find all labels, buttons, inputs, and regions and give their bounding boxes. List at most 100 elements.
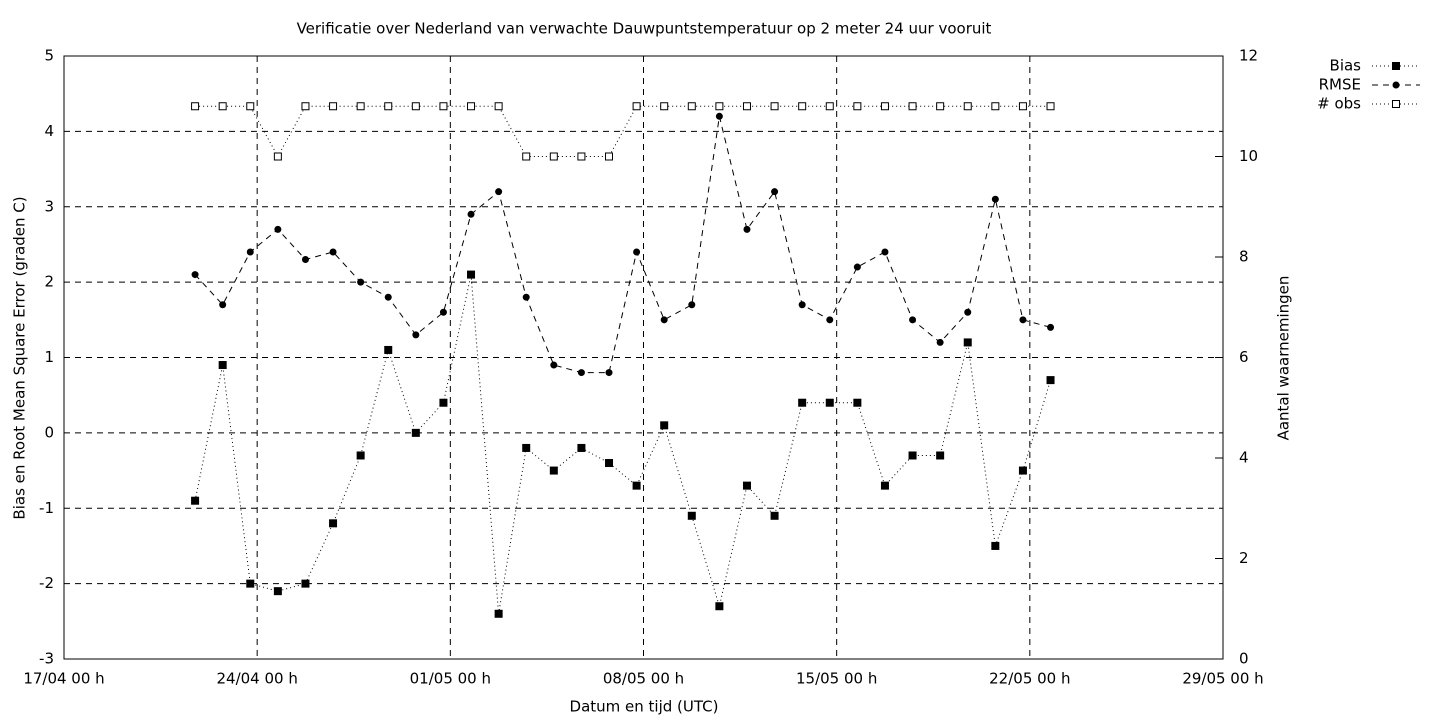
marker — [798, 102, 807, 111]
series-line — [194, 116, 1051, 374]
marker — [467, 102, 476, 111]
marker — [218, 102, 227, 111]
y-tick-label: -3 — [39, 650, 54, 668]
marker — [687, 511, 696, 520]
marker — [991, 102, 1000, 111]
y-tick-label: 3 — [44, 197, 54, 215]
marker — [660, 316, 668, 324]
chart-title: Verificatie over Nederland van verwachte… — [297, 20, 992, 38]
marker — [770, 511, 779, 520]
marker — [908, 451, 917, 460]
marker — [605, 459, 614, 468]
marker — [384, 345, 393, 354]
marker — [742, 481, 751, 490]
marker — [908, 102, 917, 111]
marker — [991, 195, 999, 203]
marker — [329, 102, 338, 111]
marker — [356, 102, 365, 111]
marker — [357, 278, 365, 286]
x-tick-label: 29/05 00 h — [1182, 670, 1263, 688]
marker — [798, 398, 807, 407]
marker — [936, 338, 944, 346]
x-tick-label: 08/05 00 h — [603, 670, 684, 688]
marker — [660, 102, 669, 111]
y-tick-label: 4 — [44, 122, 54, 140]
marker — [411, 102, 420, 111]
marker — [936, 102, 945, 111]
marker — [191, 496, 200, 505]
marker — [549, 152, 558, 161]
legend-marker — [1392, 81, 1400, 89]
marker — [191, 271, 199, 279]
y2-tick-label: 0 — [1239, 650, 1249, 668]
y2-tick-label: 6 — [1239, 348, 1249, 366]
marker — [218, 361, 227, 370]
marker — [936, 451, 945, 460]
marker — [1018, 102, 1027, 111]
y-tick-label: 1 — [44, 348, 54, 366]
marker — [522, 293, 530, 301]
marker — [577, 443, 586, 452]
marker — [964, 308, 972, 316]
marker — [771, 188, 779, 196]
marker — [384, 293, 392, 301]
marker — [467, 210, 475, 218]
marker — [715, 112, 723, 120]
y2-tick-label: 12 — [1239, 47, 1258, 65]
marker — [632, 102, 641, 111]
marker — [384, 102, 393, 111]
marker — [825, 102, 834, 111]
marker — [632, 481, 641, 490]
y-tick-label: 0 — [44, 423, 54, 441]
marker — [273, 587, 282, 596]
plot-frame — [63, 55, 1224, 660]
legend-label: Bias — [1330, 57, 1362, 75]
marker — [688, 301, 696, 309]
marker — [246, 102, 255, 111]
marker — [467, 270, 476, 279]
marker — [274, 225, 282, 233]
marker — [853, 398, 862, 407]
y-tick-label: -2 — [39, 574, 54, 592]
marker — [963, 102, 972, 111]
marker — [522, 152, 531, 161]
marker — [549, 466, 558, 475]
marker — [301, 256, 309, 264]
marker — [246, 579, 255, 588]
marker — [715, 602, 724, 611]
marker — [605, 152, 614, 161]
marker — [550, 361, 558, 369]
x-tick-label: 24/04 00 h — [216, 670, 297, 688]
marker — [494, 102, 503, 111]
marker — [1046, 102, 1055, 111]
marker — [411, 428, 420, 437]
marker — [439, 102, 448, 111]
marker — [1046, 376, 1055, 385]
marker — [853, 102, 862, 111]
y2-tick-label: 2 — [1239, 549, 1249, 567]
marker — [577, 369, 585, 377]
x-axis-label: Datum en tijd (UTC) — [570, 698, 719, 716]
marker — [356, 451, 365, 460]
marker — [1047, 323, 1055, 331]
marker — [825, 398, 834, 407]
marker — [495, 188, 503, 196]
marker — [963, 338, 972, 347]
marker — [439, 308, 447, 316]
y2-tick-label: 10 — [1239, 147, 1258, 165]
marker — [880, 102, 889, 111]
y-tick-label: -1 — [39, 499, 54, 517]
marker — [660, 421, 669, 430]
marker — [522, 443, 531, 452]
marker — [1018, 466, 1027, 475]
marker — [633, 248, 641, 256]
legend-marker — [1392, 100, 1400, 108]
marker — [1019, 316, 1027, 324]
marker — [219, 301, 227, 309]
legend-label: RMSE — [1319, 76, 1361, 94]
y2-tick-label: 4 — [1239, 449, 1249, 467]
marker — [301, 102, 310, 111]
marker — [742, 102, 751, 111]
marker — [605, 369, 613, 377]
